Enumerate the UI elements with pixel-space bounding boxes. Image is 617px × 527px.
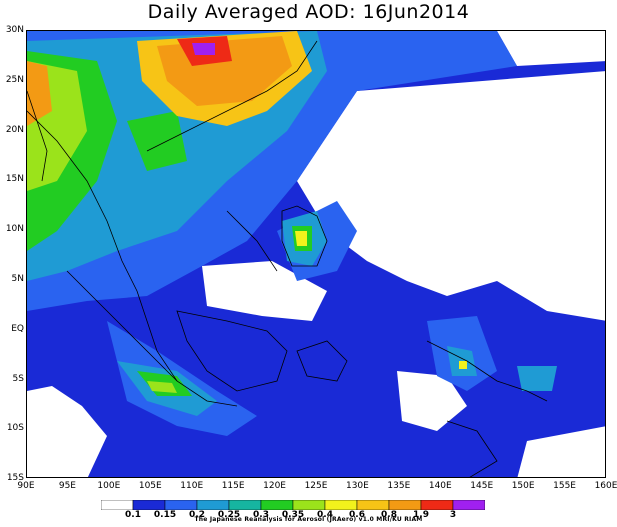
colorbar-segment	[228, 500, 262, 510]
aod-map	[26, 30, 606, 478]
colorbar-segment	[452, 500, 485, 510]
longitude-label: 110E	[180, 481, 204, 491]
longitude-label: 90E	[17, 481, 35, 491]
latitude-label: 20N	[5, 124, 24, 135]
colorbar-tick-label: 0.15	[153, 510, 177, 520]
latitude-label: EQ	[11, 323, 24, 334]
longitude-label: 105E	[138, 481, 162, 491]
colorbar-tick-label: 1.9	[413, 510, 429, 520]
longitude-label: 140E	[428, 481, 452, 491]
longitude-label: 95E	[58, 481, 76, 491]
longitude-label: 120E	[263, 481, 286, 491]
colorbar-segment	[420, 500, 454, 510]
colorbar-tick-label: 0.3	[253, 510, 269, 520]
longitude-label: 150E	[511, 481, 535, 491]
longitude-label: 135E	[387, 481, 411, 491]
colorbar-tick-label: 3	[449, 510, 457, 520]
latitude-label: 10S	[6, 423, 24, 434]
colorbar-tick-label: 0.35	[281, 510, 305, 520]
latitude-label: 5N	[11, 274, 24, 284]
map-title: Daily Averaged AOD: 16Jun2014	[147, 1, 470, 23]
credit-text: The Japanese Reanalysis for Aerosol (JRA…	[194, 516, 423, 523]
colorbar	[101, 500, 485, 510]
latitude-label: 10N	[5, 224, 24, 235]
colorbar-tick-label: 0.8	[381, 510, 397, 520]
latitude-label: 15S	[6, 473, 24, 484]
coastline-outlines	[27, 40, 548, 477]
longitude-label: 155E	[553, 481, 576, 491]
colorbar-segment	[101, 500, 134, 510]
longitude-label: 115E	[221, 481, 245, 491]
colorbar-segment	[132, 500, 166, 510]
colorbar-segment	[292, 500, 326, 510]
colorbar-tick-label: 0.4	[317, 510, 333, 520]
latitude-label: 5S	[12, 373, 24, 384]
colorbar-segment	[356, 500, 390, 510]
longitude-label: 160E	[594, 481, 617, 491]
colorbar-tick-label: 0.2	[189, 510, 205, 520]
colorbar-segment	[196, 500, 230, 510]
colorbar-tick-label: 0.25	[217, 510, 241, 520]
longitude-label: 125E	[304, 481, 328, 491]
colorbar-segment	[164, 500, 198, 510]
aod-field	[27, 31, 605, 477]
colorbar-tick-label: 0.1	[125, 510, 141, 520]
longitude-label: 130E	[345, 481, 369, 491]
latitude-label: 30N	[5, 25, 24, 35]
colorbar-segment	[260, 500, 294, 510]
colorbar-segment	[324, 500, 358, 510]
latitude-label: 25N	[5, 74, 24, 85]
longitude-label: 100E	[97, 481, 121, 491]
latitude-label: 15N	[5, 174, 24, 185]
colorbar-segment	[388, 500, 422, 510]
longitude-label: 145E	[470, 481, 494, 491]
colorbar-tick-label: 0.6	[349, 510, 365, 520]
